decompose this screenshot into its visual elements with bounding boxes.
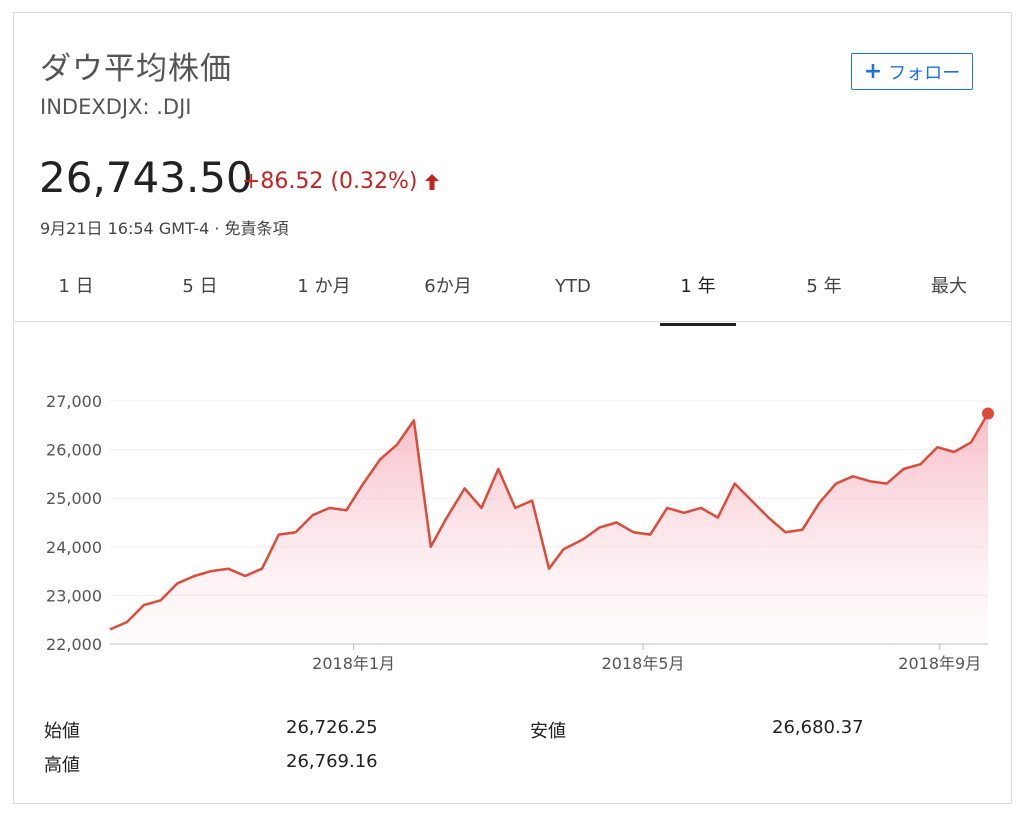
tab-1-year[interactable]: 1 年 <box>636 263 760 326</box>
tab-ytd[interactable]: YTD <box>555 276 591 297</box>
y-tick-label: 23,000 <box>46 586 102 605</box>
low-value: 26,680.37 <box>772 717 864 738</box>
y-tick-label: 24,000 <box>46 538 102 557</box>
open-label: 始値 <box>44 721 80 742</box>
price-change: +86.52 (0.32%) <box>242 169 440 194</box>
range-tabs: 1 日 5 日 1 か月 6か月 YTD 1 年 5 年 最大 <box>14 263 1011 326</box>
y-tick-label: 25,000 <box>46 489 102 508</box>
x-tick-label: 2018年9月 <box>898 654 981 673</box>
current-price: 26,743.50 <box>39 153 253 202</box>
price-change-text: +86.52 (0.32%) <box>242 169 418 194</box>
chart-end-point <box>982 407 994 420</box>
chart-series-line <box>109 412 990 631</box>
follow-button[interactable]: + フォロー <box>851 53 973 90</box>
quote-card: ダウ平均株価 INDEXDJX: .DJI + フォロー 26,743.50 +… <box>13 12 1012 804</box>
open-value: 26,726.25 <box>286 717 378 738</box>
tab-1-day[interactable]: 1 日 <box>58 276 94 297</box>
arrow-up-icon <box>425 173 440 190</box>
y-tick-label: 26,000 <box>46 441 102 460</box>
price-chart[interactable]: 22,000 23,000 24,000 25,000 26,000 27,000 201… <box>14 323 1011 693</box>
tab-max[interactable]: 最大 <box>931 276 967 297</box>
high-value: 26,769.16 <box>286 751 378 772</box>
tab-5-year[interactable]: 5 年 <box>806 276 842 297</box>
chart-area-fill <box>110 413 988 644</box>
follow-label: フォロー <box>888 62 961 84</box>
y-tick-label: 27,000 <box>46 392 102 411</box>
high-label: 高値 <box>44 755 80 776</box>
low-label: 安値 <box>530 721 566 742</box>
x-tick-label: 2018年5月 <box>602 654 685 673</box>
index-title: ダウ平均株価 <box>40 51 232 87</box>
quote-timestamp: 9月21日 16:54 GMT-4 · 免責条項 <box>40 219 289 238</box>
y-tick-label: 22,000 <box>46 635 102 654</box>
x-tick-label: 2018年1月 <box>312 654 395 673</box>
tab-5-day[interactable]: 5 日 <box>182 276 218 297</box>
tab-1-month[interactable]: 1 か月 <box>297 276 351 297</box>
plus-icon: + <box>863 58 883 84</box>
tab-6-month[interactable]: 6か月 <box>424 276 472 297</box>
ticker-symbol: INDEXDJX: .DJI <box>40 95 192 119</box>
